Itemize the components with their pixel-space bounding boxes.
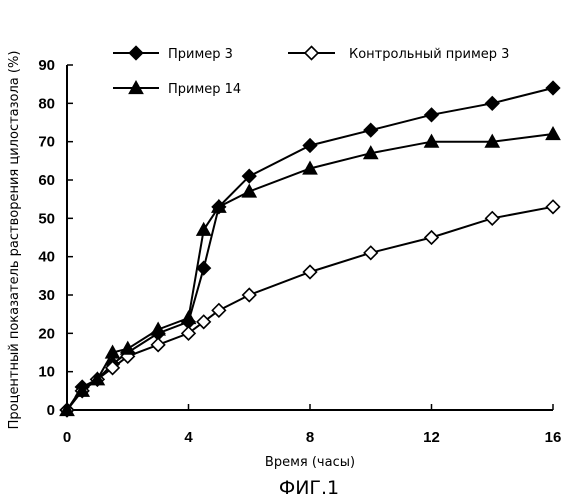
legend-marker: [305, 47, 318, 60]
legend-marker: [130, 47, 143, 60]
data-point: [304, 266, 317, 279]
axes: [66, 65, 553, 411]
legend-entry: Контрольный пример 3: [288, 47, 509, 63]
y-tick-label: 10: [38, 364, 55, 381]
series-line: [67, 88, 553, 410]
x-tick-label: 4: [184, 429, 193, 446]
x-tick-label: 0: [63, 429, 71, 446]
y-tick-label: 70: [38, 134, 55, 151]
legend-label: Пример 14: [168, 82, 241, 97]
data-point: [197, 223, 211, 236]
data-point: [486, 212, 499, 225]
data-point: [152, 338, 165, 351]
data-point: [243, 289, 256, 302]
figure-caption: ФИГ.1: [279, 477, 339, 499]
data-point: [486, 97, 499, 110]
legend-label: Пример 3: [168, 47, 233, 62]
x-axis-label: Время (часы): [265, 455, 355, 470]
legend-label: Контрольный пример 3: [349, 47, 509, 62]
data-point: [364, 124, 377, 137]
y-axis-label: Процентный показатель растворения цилост…: [7, 51, 22, 430]
data-point: [151, 323, 165, 336]
y-tick-label: 50: [38, 210, 55, 227]
series-layer: [60, 82, 560, 417]
legend-entry: Пример 14: [113, 81, 241, 97]
y-tick-label: 90: [38, 57, 55, 74]
data-point: [547, 82, 560, 95]
y-tick-label: 0: [47, 402, 55, 419]
y-tick-label: 40: [38, 249, 55, 266]
data-point: [425, 108, 438, 121]
series-2: [61, 200, 560, 416]
data-point: [197, 262, 210, 275]
legend: Пример 3 Контрольный пример 3 Пример 14: [113, 47, 509, 98]
data-point: [242, 185, 256, 198]
legend-entry: Пример 3: [113, 47, 233, 63]
data-point: [182, 311, 196, 324]
data-point: [304, 139, 317, 152]
data-point: [121, 342, 135, 355]
x-tick-label: 8: [306, 429, 314, 446]
data-point: [546, 127, 560, 140]
data-point: [364, 246, 377, 259]
series-line: [67, 207, 553, 410]
data-point: [547, 200, 560, 213]
x-tick-label: 12: [423, 429, 440, 446]
data-point: [425, 231, 438, 244]
y-tick-label: 30: [38, 287, 55, 304]
y-tick-label: 80: [38, 95, 55, 112]
series-1: [61, 82, 560, 417]
y-tick-label: 20: [38, 325, 55, 342]
y-tick-label: 60: [38, 172, 55, 189]
x-tick-label: 16: [545, 429, 562, 446]
